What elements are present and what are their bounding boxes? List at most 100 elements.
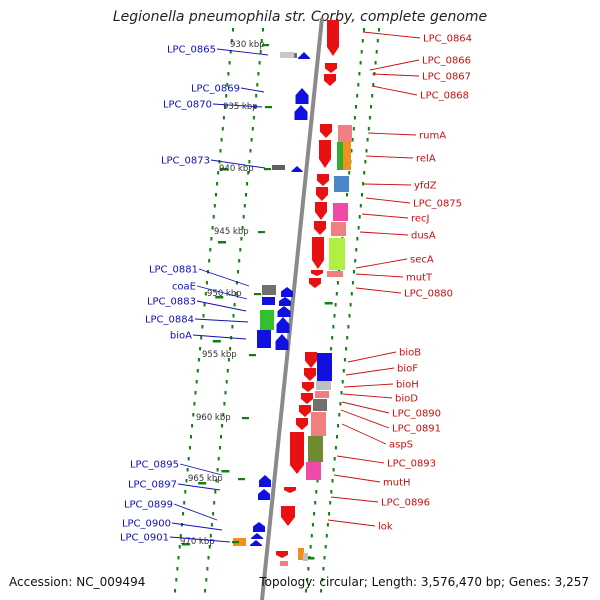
gc-dot [361,39,364,43]
kbp-tick-mark [258,231,265,234]
label-leader-line [341,423,387,445]
gc-dot [351,281,354,285]
cog-block [315,391,329,398]
gc-dot [333,314,336,318]
gc-dot [245,193,247,197]
gc-dot [371,94,374,98]
kbp-tick-label: 940 kbp [219,164,254,174]
gc-dot [206,567,209,571]
cog-block [294,53,297,58]
gc-dot [347,325,350,329]
cog-block [262,297,275,305]
gc-dot [305,589,308,593]
gc-dot [183,501,186,505]
gc-dot [334,446,337,450]
kbp-tick-mark [254,293,261,296]
gene-arrow-reverse [281,287,293,297]
label-leader-line [365,155,414,159]
gc-dot [178,545,181,549]
label-leader-line [342,393,393,399]
gc-dot [320,589,323,593]
gc-dash [324,302,333,305]
gc-dot [188,446,191,450]
gc-dot [307,567,310,571]
cog-block [338,125,352,142]
gc-dot [329,501,332,505]
cog-block [316,381,331,390]
label-leader-line [171,522,223,531]
gene-arrow-forward [319,140,331,168]
gene-label-LPC_0875: LPC_0875 [413,199,462,210]
genome-backbone [260,17,324,600]
cog-block [317,353,332,381]
gc-dot [204,589,207,593]
gc-dot [209,534,212,538]
gc-dot [187,457,190,461]
gc-dot [353,116,356,120]
label-leader-line [212,103,263,108]
gc-dot [208,259,211,263]
gene-label-secA: secA [410,255,434,266]
gene-arrow-forward [296,418,308,430]
gc-dot [259,50,262,54]
gc-dot [217,171,220,175]
gc-dot [220,138,223,142]
gc-dot [354,259,357,263]
gc-dot [195,380,198,384]
gc-dot [325,534,328,538]
gc-dot [230,39,233,43]
gc-dot [315,490,318,494]
label-leader-line [210,159,266,169]
gc-dot [197,358,200,362]
cog-block [331,222,346,236]
gc-dot [227,72,230,76]
gc-dot [229,347,232,351]
gc-dot [349,303,352,307]
gc-dot [233,303,236,307]
gc-dot [370,105,372,109]
gene-label-LPC_0883: LPC_0883 [147,297,196,308]
gc-dot [311,523,314,527]
gc-dot [210,523,213,527]
map-title: Legionella pneumophila str. Corby, compl… [112,9,488,25]
gc-dot [228,61,231,65]
gc-dot [348,314,351,318]
gene-label-rumA: rumA [419,131,446,142]
gc-dot [374,61,377,65]
gc-dot [345,347,348,351]
gc-dash [181,543,190,546]
gc-dot [257,72,260,76]
gene-label-LPC_0881: LPC_0881 [149,265,198,276]
gc-dot [217,457,220,461]
gene-arrow-forward [276,551,288,558]
gc-dot [342,369,345,373]
label-leader-line [369,59,420,71]
label-leader-line [177,483,221,491]
gene-label-relA: relA [416,154,436,165]
cog-block [298,548,304,560]
gene-arrow-forward [315,202,327,220]
gc-dash [218,241,226,244]
cog-block [333,203,348,221]
label-leader-line [179,463,223,476]
label-leader-line [363,183,412,186]
label-leader-line [169,536,231,543]
gc-dot [218,160,221,164]
cog-block [272,165,285,170]
gc-dot [309,545,312,549]
gc-dot [246,182,249,186]
label-leader-line [192,334,247,340]
gene-arrow-reverse [277,306,291,317]
kbp-tick-mark [232,541,239,544]
cog-block [313,399,327,411]
cog-block [260,310,274,330]
kbp-tick-mark [265,106,272,109]
gc-dot [232,28,234,32]
gc-dot [177,556,180,560]
label-leader-line [359,231,409,236]
gc-dot [324,545,327,549]
gc-dot [322,567,325,571]
gene-label-bioD: bioD [395,394,418,405]
gc-dot [219,149,222,153]
gc-dot [237,270,239,274]
